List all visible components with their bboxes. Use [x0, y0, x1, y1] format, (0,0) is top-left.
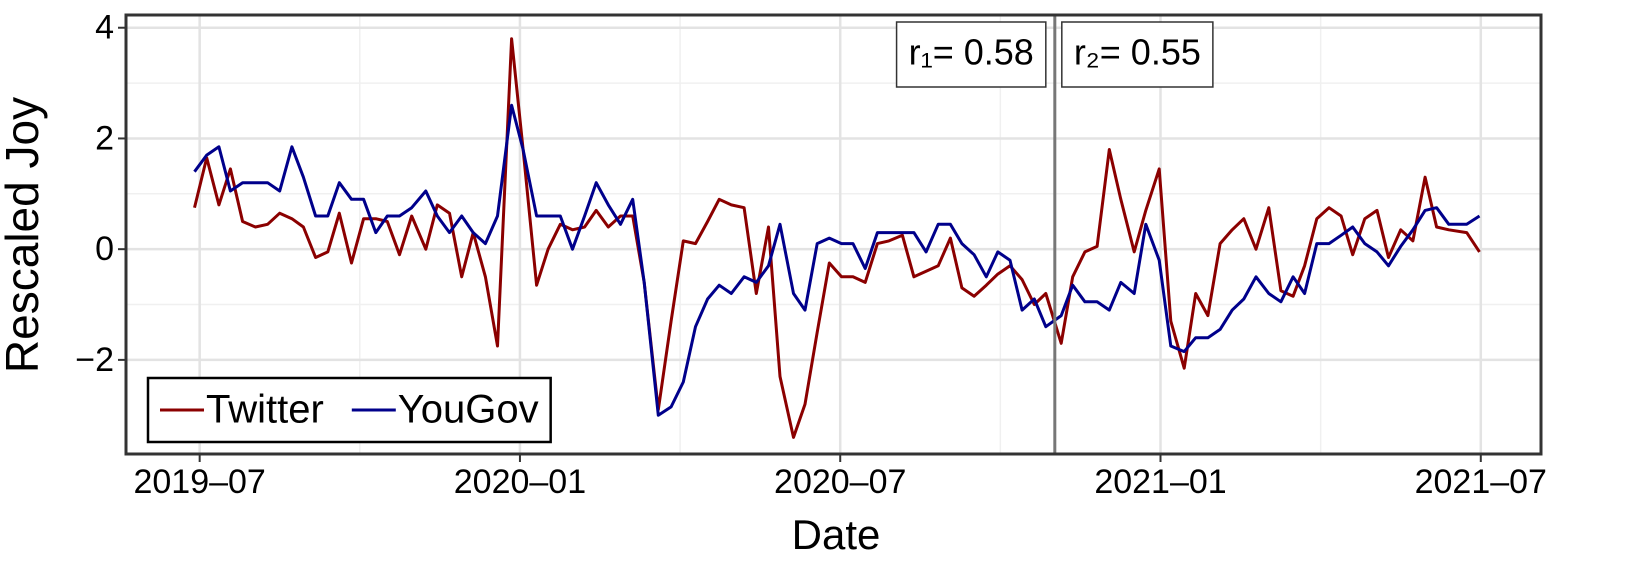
y-tick-label: 0 — [95, 230, 114, 268]
annotation: r₂= 0.55 — [1061, 21, 1214, 88]
plot-frame — [124, 13, 1543, 456]
series-line — [193, 103, 1481, 417]
annotation-text: r₂= 0.55 — [1074, 32, 1201, 73]
y-tick-label: −2 — [75, 341, 114, 379]
legend-label: YouGov — [398, 388, 539, 432]
x-tick-label: 2020–01 — [454, 463, 586, 501]
legend-box — [146, 376, 552, 444]
y-tick-label: 2 — [95, 119, 114, 157]
annotation-text: r₁= 0.58 — [909, 32, 1034, 73]
y-tick-label: 4 — [95, 9, 114, 47]
x-axis-title: Date — [792, 511, 881, 558]
x-tick-label: 2020–07 — [774, 463, 906, 501]
annotation-box — [895, 21, 1047, 88]
x-tick-label: 2021–07 — [1415, 463, 1547, 501]
x-tick-label: 2021–01 — [1094, 463, 1226, 501]
legend-label: Twitter — [206, 388, 324, 432]
series-line — [193, 37, 1481, 439]
y-axis-title: Rescaled Joy — [0, 97, 48, 373]
annotation: r₁= 0.58 — [895, 21, 1047, 88]
annotation-box — [1061, 21, 1214, 88]
legend: Twitter YouGov — [146, 376, 552, 444]
x-tick-label: 2019–07 — [133, 463, 265, 501]
